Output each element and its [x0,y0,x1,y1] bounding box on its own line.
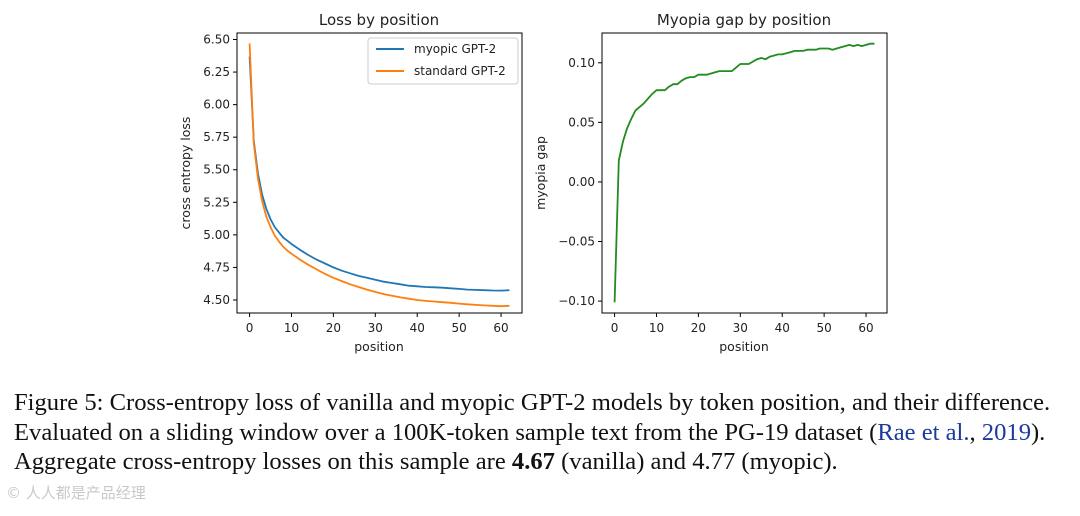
x-tick-label: 0 [246,321,254,335]
y-tick-label: −0.05 [558,235,595,249]
x-tick-label: 0 [611,321,619,335]
x-axis-label: position [719,339,769,354]
x-tick-label: 10 [649,321,664,335]
y-tick-label: 4.50 [203,293,230,307]
citation-year-link[interactable]: 2019 [981,418,1031,446]
y-tick-label: 4.75 [203,260,230,274]
x-tick-label: 30 [368,321,383,335]
x-ticks: 0 10 20 30 40 50 60 [246,313,509,335]
y-axis-label: cross entropy loss [178,117,193,230]
legend-box [367,37,519,85]
chart-marks [613,42,875,303]
figure: Loss by position 0 10 20 30 40 50 60 4.50 4.75 5… [178,11,888,354]
x-tick-label: 30 [733,321,748,335]
vanilla-loss-value: 4.67 [511,448,555,475]
y-tick-label: −0.10 [558,294,595,308]
y-tick-label: 0.05 [568,115,595,129]
x-tick-label: 60 [493,321,508,335]
legend-label-standard: standard GPT-2 [414,64,506,78]
x-tick-label: 50 [451,321,466,335]
watermark-text: © 人人都是产品经理 [6,484,146,502]
loss-by-position-chart: Loss by position 0 10 20 30 40 50 60 4.50 4.75 5… [178,11,523,354]
y-tick-label: 6.50 [203,33,230,47]
series-line-0 [248,56,510,292]
y-tick-label: 5.25 [203,195,230,209]
x-tick-label: 50 [816,321,831,335]
x-tick-label: 60 [858,321,873,335]
citation-authors-link[interactable]: Rae et al. [877,418,970,446]
caption-text-3: (vanilla) and 4.77 (myopic). [554,448,838,475]
y-axis-label: myopia gap [533,136,548,210]
figure-caption: Figure 5: Cross-entropy loss of vanilla … [14,388,1070,477]
caption-label: Figure 5: [14,389,104,416]
y-tick-label: 6.00 [203,98,230,112]
plot-frame [236,32,523,314]
x-axis-label: position [354,339,404,354]
x-tick-label: 10 [284,321,299,335]
y-tick-label: 5.75 [203,130,230,144]
y-tick-label: 0.00 [568,175,595,189]
myopia-gap-chart: Myopia gap by position 0 10 20 30 40 50 60 −0.… [533,11,888,354]
legend-label-myopic: myopic GPT-2 [414,42,496,56]
y-tick-label: 6.25 [203,65,230,79]
x-tick-label: 40 [410,321,425,335]
series-line-1 [248,43,510,308]
series-line-0 [613,42,875,303]
chart-marks [248,43,510,308]
y-tick-label: 5.50 [203,163,230,177]
y-ticks: −0.10 −0.05 0.00 0.05 0.10 [558,56,602,308]
citation-separator: , [969,418,982,446]
y-tick-label: 0.10 [568,56,595,70]
y-ticks: 4.50 4.75 5.00 5.25 5.50 5.75 6.00 6.25 6.50 [203,33,237,307]
x-tick-label: 20 [326,321,341,335]
plot-frame [601,32,888,314]
y-tick-label: 5.00 [203,228,230,242]
caption-text-2: ). Aggregate cross-entropy losses on thi… [14,418,1046,476]
x-tick-label: 40 [775,321,790,335]
x-tick-label: 20 [691,321,706,335]
chart-title: Myopia gap by position [657,11,831,29]
caption-text-1: Cross-entropy loss of vanilla and myopic… [14,389,1051,446]
legend: myopic GPT-2 standard GPT-2 [367,37,519,85]
chart-title: Loss by position [319,11,439,29]
x-ticks: 0 10 20 30 40 50 60 [611,313,874,335]
